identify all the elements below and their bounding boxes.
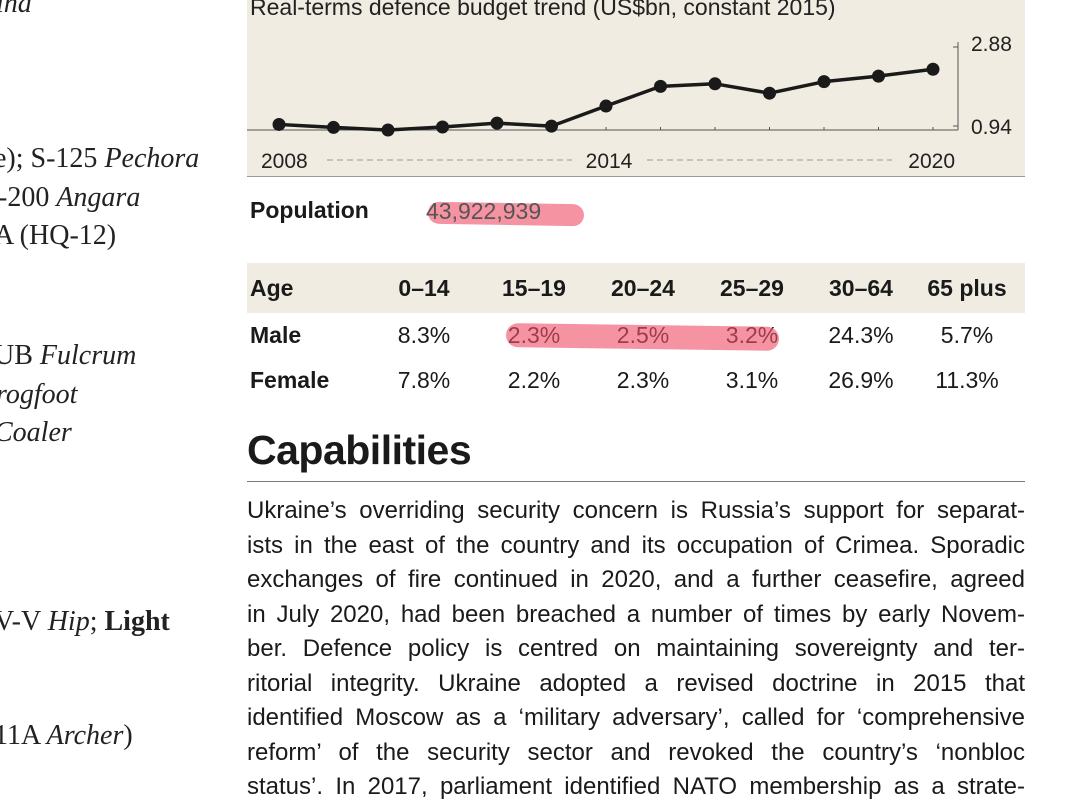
chart-bottom-rule <box>247 176 1025 177</box>
left-column-text: ind e); S-125 Pechora -200 Angara A (HQ-… <box>0 0 230 800</box>
age-table-header: Age 0–14 15–19 20–24 25–29 30–64 65 plus <box>247 263 1025 313</box>
budget-line-chart: 2.88 0.94 2008 2014 2020 <box>247 33 1012 173</box>
data-point <box>708 77 722 91</box>
body-line: ists in the east of the country and its … <box>247 531 1025 559</box>
body-line: status’. In 2017, parliament identified … <box>247 773 1025 800</box>
table-cell: 7.8% <box>397 366 451 393</box>
x-tick-label: 2020 <box>908 150 955 173</box>
capabilities-heading: Capabilities <box>247 427 472 473</box>
left-line: 11A Archer) <box>0 720 133 751</box>
data-point <box>272 117 286 131</box>
x-tick-label: 2008 <box>261 150 308 173</box>
table-cell: 2.2% <box>507 366 561 393</box>
header-cell: 15–19 <box>502 274 566 301</box>
age-highlight-mark <box>505 323 780 351</box>
data-point <box>926 62 940 76</box>
data-point <box>490 116 504 130</box>
data-point <box>654 79 667 93</box>
row-label: Female <box>250 366 330 393</box>
table-cell: 3.1% <box>725 366 779 393</box>
header-cell: 65 plus <box>927 274 1007 301</box>
body-line: in July 2020, had been breached a number… <box>247 600 1025 628</box>
body-line: ritorial integrity. Ukraine adopted a re… <box>247 669 1025 697</box>
capabilities-rule <box>247 481 1025 482</box>
data-point <box>817 75 831 89</box>
body-line: reform’ of the security sector and revok… <box>247 738 1025 766</box>
table-row: Female 7.8% 2.2% 2.3% 3.1% 26.9% 11.3% <box>247 357 1025 403</box>
table-cell: 24.3% <box>828 321 894 348</box>
body-line: exchanges of fire continued in 2020, and… <box>247 566 1025 593</box>
y-tick-label: 2.88 <box>971 33 1012 56</box>
capabilities-body: Ukraine’s overriding security concern is… <box>247 494 1025 805</box>
data-point <box>872 69 885 83</box>
data-point <box>381 123 395 137</box>
left-line: Coaler <box>0 417 72 448</box>
body-line: identified Moscow as a ‘military adversa… <box>247 704 1025 731</box>
data-point <box>436 120 449 134</box>
row-label: Male <box>250 321 302 348</box>
header-cell: 0–14 <box>398 274 450 301</box>
chart-title: Real-terms defence budget trend (US$bn, … <box>250 0 836 20</box>
header-cell: 20–24 <box>611 274 675 301</box>
y-tick-label: 0.94 <box>971 116 1012 139</box>
body-line: Ukraine’s overriding security concern is… <box>247 497 1025 524</box>
table-cell: 5.7% <box>940 321 994 348</box>
header-cell: Age <box>250 274 294 301</box>
left-line: UB Fulcrum <box>0 340 137 371</box>
left-line: A (HQ-12) <box>0 220 117 251</box>
population-label: Population <box>250 197 369 223</box>
table-cell: 11.3% <box>935 366 999 393</box>
population-value: 43,922,939 <box>426 198 542 224</box>
age-table: Age 0–14 15–19 20–24 25–29 30–64 65 plus… <box>247 263 1025 403</box>
header-cell: 25–29 <box>720 274 784 301</box>
table-cell: 2.3% <box>616 366 670 393</box>
data-point <box>545 119 558 133</box>
data-point <box>763 86 776 100</box>
data-point <box>327 120 340 134</box>
budget-chart-panel: Real-terms defence budget trend (US$bn, … <box>247 0 1025 177</box>
left-line: V-V Hip; Light <box>0 606 170 637</box>
left-line: -200 Angara <box>0 182 141 213</box>
x-tick-label: 2014 <box>586 150 633 173</box>
left-line: rogfoot <box>0 379 78 410</box>
table-cell: 8.3% <box>397 321 451 348</box>
table-cell: 26.9% <box>828 366 894 393</box>
header-cell: 30–64 <box>829 274 893 301</box>
body-line: ber. Defence policy is centred on mainta… <box>247 635 1025 662</box>
left-line: e); S-125 Pechora <box>0 143 200 174</box>
data-point <box>599 99 613 113</box>
left-line: ind <box>0 0 32 19</box>
